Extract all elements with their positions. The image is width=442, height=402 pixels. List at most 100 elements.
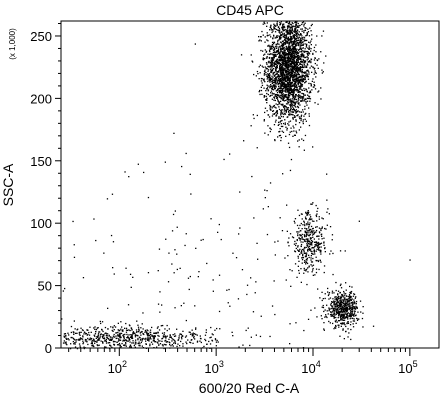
data-point bbox=[276, 21, 278, 23]
data-point bbox=[372, 325, 375, 327]
data-point bbox=[279, 92, 281, 94]
data-point bbox=[193, 337, 195, 339]
data-point bbox=[287, 93, 290, 95]
data-point bbox=[350, 312, 352, 314]
data-point bbox=[265, 99, 267, 101]
x-tick-label: 102 bbox=[108, 359, 127, 376]
data-point bbox=[302, 53, 304, 55]
data-point bbox=[292, 47, 294, 49]
data-point bbox=[217, 231, 219, 233]
data-point bbox=[290, 37, 292, 39]
data-point bbox=[299, 34, 301, 36]
data-point bbox=[171, 344, 173, 346]
data-point bbox=[306, 233, 308, 235]
data-point bbox=[308, 249, 310, 251]
data-point bbox=[132, 332, 134, 334]
data-point bbox=[350, 321, 352, 323]
data-point bbox=[296, 29, 299, 31]
data-point bbox=[271, 75, 273, 77]
data-point bbox=[344, 313, 347, 315]
data-point bbox=[288, 121, 290, 123]
data-point bbox=[157, 334, 159, 337]
data-point bbox=[136, 320, 138, 322]
data-point bbox=[301, 99, 303, 102]
data-point bbox=[252, 114, 254, 116]
data-point bbox=[336, 308, 338, 310]
data-point bbox=[92, 338, 95, 340]
data-point bbox=[290, 111, 292, 113]
data-point bbox=[294, 42, 296, 44]
data-point bbox=[281, 78, 283, 80]
data-point bbox=[292, 85, 294, 87]
data-point bbox=[281, 55, 284, 57]
data-point bbox=[315, 268, 318, 270]
data-point bbox=[177, 339, 180, 341]
data-point bbox=[305, 231, 308, 234]
data-point bbox=[276, 89, 278, 91]
data-point bbox=[314, 245, 316, 248]
data-point bbox=[97, 334, 99, 336]
data-point bbox=[263, 54, 265, 56]
data-point bbox=[304, 27, 306, 29]
data-point bbox=[286, 107, 288, 109]
data-point bbox=[192, 342, 194, 344]
data-point bbox=[317, 246, 319, 248]
data-point bbox=[334, 314, 336, 316]
data-point bbox=[304, 240, 306, 242]
data-point bbox=[328, 308, 330, 310]
data-point bbox=[282, 122, 285, 125]
data-point bbox=[285, 47, 287, 49]
data-point bbox=[295, 111, 297, 113]
y-tick-label: 200 bbox=[30, 91, 52, 106]
data-point bbox=[339, 335, 341, 337]
data-point bbox=[335, 296, 337, 298]
data-point bbox=[203, 345, 205, 348]
data-point bbox=[313, 46, 316, 49]
data-point bbox=[311, 232, 313, 234]
data-point bbox=[182, 330, 184, 332]
data-point bbox=[273, 87, 276, 89]
data-point bbox=[286, 77, 288, 79]
data-point bbox=[146, 334, 149, 336]
data-point bbox=[347, 303, 349, 305]
data-point bbox=[328, 320, 330, 323]
data-point bbox=[353, 312, 356, 314]
data-point bbox=[266, 99, 268, 101]
data-point bbox=[296, 25, 298, 27]
data-point bbox=[340, 307, 342, 309]
data-point bbox=[300, 213, 303, 215]
data-point bbox=[270, 77, 272, 79]
y-multiplier-label: (x 1,000) bbox=[8, 28, 17, 60]
data-point bbox=[316, 235, 318, 238]
data-point bbox=[285, 35, 287, 38]
data-point bbox=[272, 84, 274, 86]
data-point bbox=[337, 290, 340, 292]
data-point bbox=[283, 113, 285, 116]
data-point bbox=[265, 90, 267, 92]
data-point bbox=[297, 110, 299, 112]
data-point bbox=[287, 88, 289, 90]
data-point bbox=[105, 342, 108, 344]
data-point bbox=[228, 288, 230, 291]
data-point bbox=[262, 57, 264, 59]
data-point bbox=[279, 55, 282, 57]
data-point bbox=[300, 60, 302, 63]
data-point bbox=[297, 44, 299, 46]
data-point bbox=[292, 84, 294, 86]
data-point bbox=[275, 119, 277, 121]
data-point bbox=[308, 235, 310, 237]
data-point bbox=[287, 47, 289, 49]
data-point bbox=[293, 115, 296, 117]
data-point bbox=[275, 28, 278, 31]
data-point bbox=[322, 304, 324, 307]
data-point bbox=[315, 245, 317, 247]
data-point bbox=[292, 43, 294, 46]
data-point bbox=[126, 340, 128, 342]
data-point bbox=[283, 33, 285, 36]
data-point bbox=[282, 44, 284, 46]
data-point bbox=[82, 343, 84, 345]
data-point bbox=[282, 77, 284, 79]
data-point bbox=[304, 224, 306, 227]
data-point bbox=[271, 81, 273, 83]
data-point bbox=[279, 64, 281, 67]
